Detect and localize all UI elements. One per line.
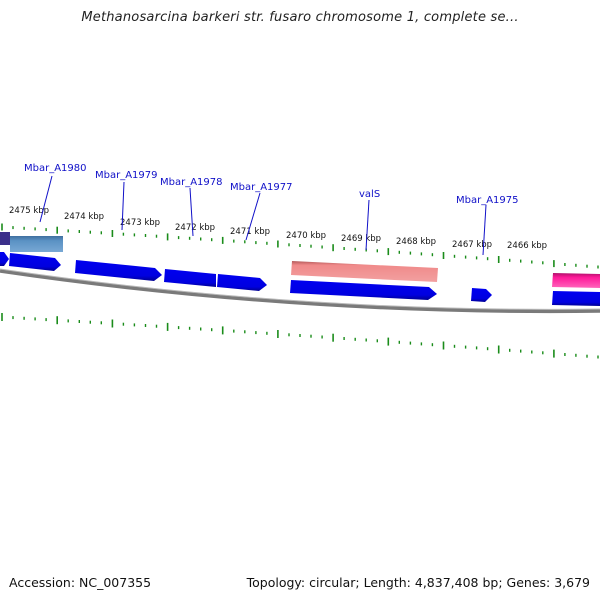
map-title: Methanosarcina barkeri str. fusaro chrom… [81,10,519,25]
other-feature[interactable] [552,273,600,288]
gene-label[interactable]: Mbar_A1980 [24,163,87,174]
scale-label: 2473 kbp [120,218,160,228]
label-leaders [39,175,487,256]
gene-arrow[interactable] [0,252,9,266]
gene-arrow[interactable] [164,269,216,287]
gene-label[interactable]: valS [359,189,380,200]
scale-label: 2467 kbp [452,240,492,250]
rna-feature[interactable] [291,261,438,282]
backbone-arc-shade [0,268,600,310]
leader-line [482,204,487,256]
gene-arrow[interactable] [217,274,267,291]
scale-label: 2472 kbp [175,223,215,233]
gene-arrow[interactable] [0,232,10,245]
gene-arrow[interactable] [552,291,600,306]
leader-line [121,181,125,231]
upper-feature-row [0,232,600,288]
outer-tick-marks [1,223,599,269]
scale-label: 2468 kbp [396,237,436,247]
gene-label[interactable]: Mbar_A1979 [95,170,158,181]
scale-label: 2475 kbp [9,206,49,216]
leader-line [245,192,261,241]
leader-line [189,187,194,237]
leader-line [39,175,53,223]
topology-label: Topology: circular; Length: 4,837,408 bp… [246,575,590,590]
scale-label: 2470 kbp [286,231,326,241]
gene-label[interactable]: Mbar_A1977 [230,182,293,193]
scale-label: 2474 kbp [64,212,104,222]
gene-arrow[interactable] [471,288,492,302]
gene-arrow[interactable] [75,260,162,281]
gene-arrow[interactable] [9,253,61,271]
lower-feature-row [0,252,600,306]
leader-line [365,199,370,251]
gene-arrow[interactable] [290,280,437,300]
gene-highlight[interactable] [10,236,63,252]
gene-label[interactable]: Mbar_A1975 [456,195,519,206]
inner-tick-marks [1,313,599,359]
accession-label: Accession: NC_007355 [9,575,152,590]
scale-label: 2466 kbp [507,241,547,251]
backbone-arc [0,269,600,314]
scale-label: 2471 kbp [230,227,270,237]
scale-label: 2469 kbp [341,234,381,244]
gene-label[interactable]: Mbar_A1978 [160,177,223,188]
